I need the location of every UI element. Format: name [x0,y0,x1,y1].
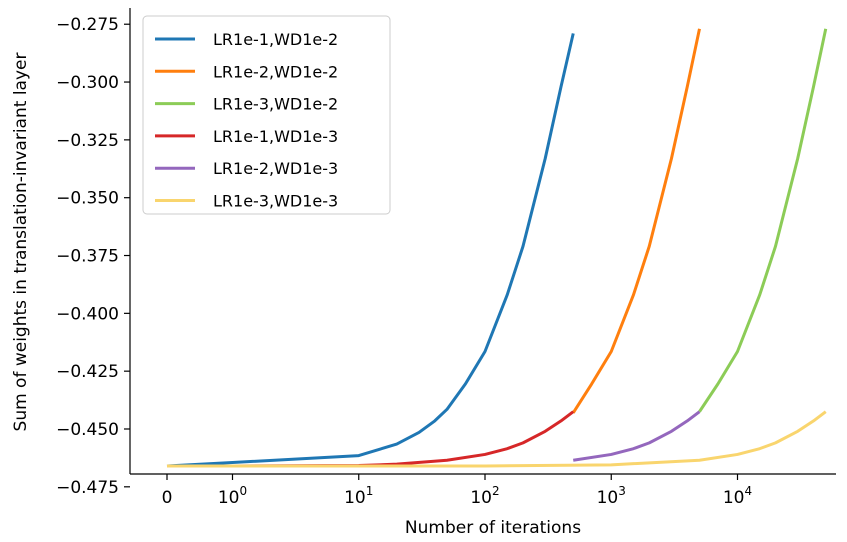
x-ticks: 0 100 101 102 103 104 [162,474,752,508]
legend-entry: LR1e-2,WD1e-2 [213,62,338,81]
x-tick-label: 104 [723,484,752,508]
axes [129,8,836,475]
y-tick-label: −0.450 [56,420,119,440]
legend-entry: LR1e-1,WD1e-2 [213,30,338,49]
y-tick-label: −0.325 [56,131,119,151]
y-ticks: −0.275 −0.300 −0.325 −0.350 −0.375 −0.400 −0.4… [56,15,130,498]
series-line-1 [166,33,575,468]
y-tick-label: −0.425 [56,362,119,382]
legend-box [142,15,391,215]
x-tick-label: 101 [344,484,373,508]
y-tick-label: −0.475 [56,478,119,498]
x-tick-exponent: 3 [618,484,626,498]
series-layer [166,28,828,468]
x-tick-label: 0 [162,488,173,508]
y-axis-label: Sum of weights in translation-invariant … [11,53,31,432]
series-line-6 [167,410,827,468]
y-tick-label: −0.350 [56,189,119,209]
y-tick-label: −0.275 [56,15,119,35]
series-line-4 [167,410,575,468]
y-tick-label: −0.375 [56,247,119,267]
x-tick-label: 100 [218,484,247,508]
y-tick-label: −0.400 [56,304,119,324]
series-line-3 [698,28,828,413]
x-tick-exponent: 0 [240,484,248,498]
legend-entry: LR1e-1,WD1e-3 [213,127,338,146]
series-line-5 [573,410,701,462]
legend-entry: LR1e-2,WD1e-3 [213,159,338,178]
x-tick-label: 103 [597,484,626,508]
legend: LR1e-1,WD1e-2 LR1e-2,WD1e-2 LR1e-3,WD1e-2 L… [142,15,391,215]
x-tick-label: 102 [470,484,499,508]
legend-entry: LR1e-3,WD1e-3 [213,192,338,211]
x-tick-exponent: 2 [492,484,500,498]
series-line-2 [571,28,701,414]
legend-entry: LR1e-3,WD1e-2 [213,95,338,114]
x-tick-exponent: 1 [366,484,374,498]
x-tick-exponent: 4 [745,484,753,498]
y-tick-label: −0.300 [56,73,119,93]
x-axis-label: Number of iterations [405,518,581,538]
